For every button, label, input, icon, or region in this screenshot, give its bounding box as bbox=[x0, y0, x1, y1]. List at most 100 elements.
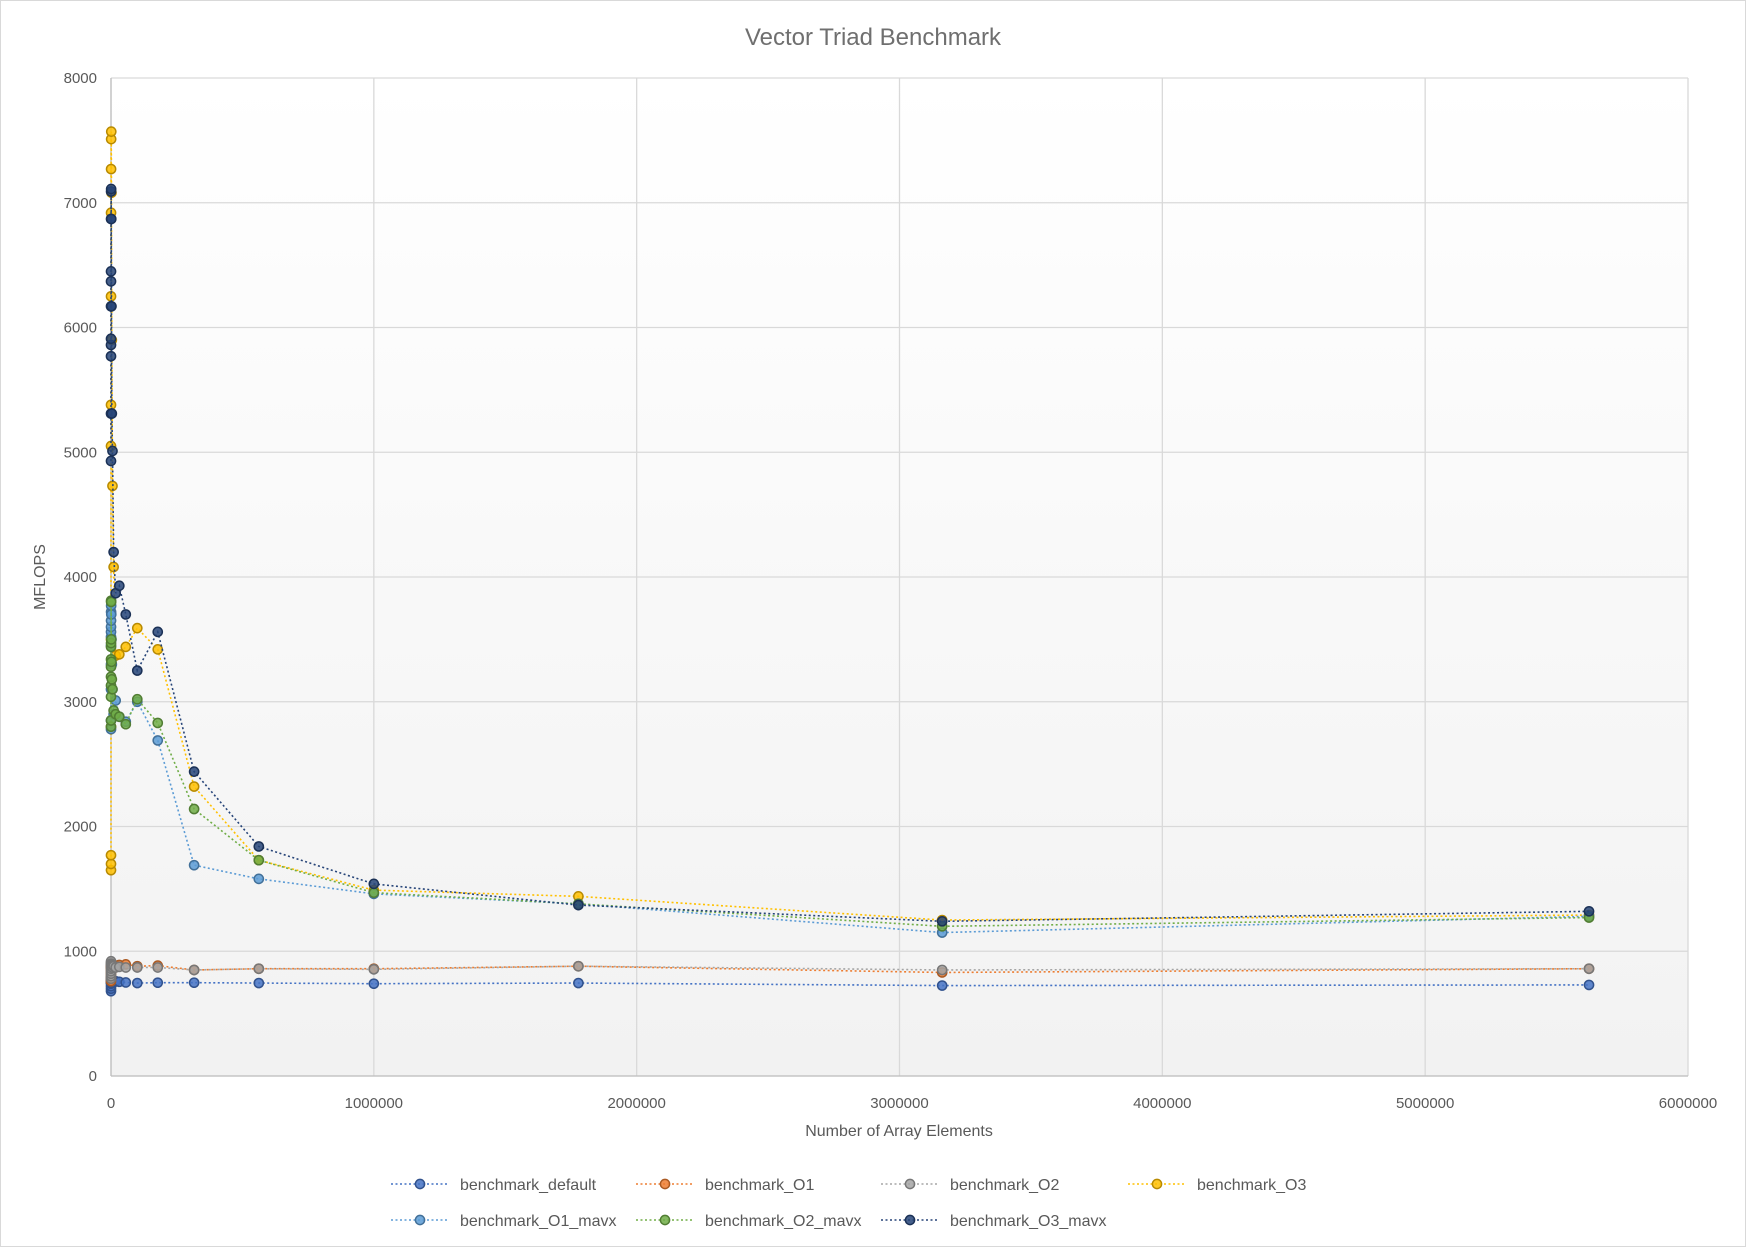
legend-label: benchmark_O3 bbox=[1197, 1177, 1306, 1194]
y-axis-label: MFLOPS bbox=[32, 544, 49, 610]
data-point-benchmark-o3-mavx bbox=[188, 766, 200, 777]
y-tick-label: 5000 bbox=[64, 444, 97, 461]
y-tick-label: 0 bbox=[89, 1068, 97, 1085]
data-point-benchmark-o1-mavx bbox=[188, 859, 200, 871]
y-tick-label: 8000 bbox=[64, 70, 97, 87]
legend-label: benchmark_O2 bbox=[950, 1177, 1059, 1194]
data-point-benchmark-o2-mavx bbox=[113, 711, 125, 723]
data-point-benchmark-o2 bbox=[573, 960, 584, 972]
legend-marker bbox=[904, 1214, 916, 1226]
data-point-benchmark-o2-mavx bbox=[152, 717, 164, 729]
data-point-benchmark-o3-mavx bbox=[105, 350, 117, 362]
chart-title: Vector Triad Benchmark bbox=[745, 24, 1002, 51]
data-point-benchmark-o3 bbox=[105, 126, 117, 137]
data-point-benchmark-o3-mavx bbox=[106, 300, 117, 312]
y-tick-label: 6000 bbox=[64, 320, 97, 337]
data-point-benchmark-o3 bbox=[120, 641, 132, 653]
legend-item-benchmark-default[interactable]: benchmark_default bbox=[391, 1177, 597, 1194]
data-point-benchmark-o3-mavx bbox=[368, 878, 380, 890]
data-point-benchmark-o2 bbox=[131, 962, 143, 973]
data-point-benchmark-o3 bbox=[105, 858, 117, 870]
legend-item-benchmark-o2[interactable]: benchmark_O2 bbox=[881, 1177, 1059, 1194]
data-point-benchmark-o2-mavx bbox=[188, 803, 200, 815]
x-tick-label: 1000000 bbox=[345, 1095, 403, 1112]
data-point-benchmark-o3-mavx bbox=[106, 408, 118, 419]
x-tick-label: 3000000 bbox=[870, 1095, 928, 1112]
data-point-benchmark-default bbox=[1583, 979, 1595, 991]
legend-marker bbox=[904, 1178, 916, 1190]
data-point-benchmark-o2-mavx bbox=[107, 683, 118, 695]
legend-item-benchmark-o1-mavx[interactable]: benchmark_O1_mavx bbox=[391, 1213, 617, 1230]
data-point-benchmark-o2-mavx bbox=[253, 854, 265, 866]
data-point-benchmark-o3-mavx bbox=[105, 266, 117, 277]
data-point-benchmark-o3-mavx bbox=[107, 445, 118, 457]
data-point-benchmark-o3-mavx bbox=[105, 213, 117, 225]
legend-marker bbox=[1151, 1178, 1163, 1190]
data-point-benchmark-o2 bbox=[188, 964, 200, 976]
legend-item-benchmark-o3-mavx[interactable]: benchmark_O3_mavx bbox=[881, 1213, 1107, 1230]
x-tick-label: 5000000 bbox=[1396, 1095, 1454, 1112]
y-tick-label: 1000 bbox=[64, 943, 97, 960]
data-point-benchmark-o3-mavx bbox=[120, 609, 132, 620]
legend-marker bbox=[414, 1178, 426, 1190]
y-tick-label: 3000 bbox=[64, 694, 97, 711]
data-point-benchmark-o3 bbox=[113, 648, 125, 660]
data-point-benchmark-o3-mavx bbox=[105, 455, 117, 467]
x-tick-label: 0 bbox=[107, 1095, 115, 1112]
data-point-benchmark-o3-mavx bbox=[105, 275, 117, 287]
legend-item-benchmark-o3[interactable]: benchmark_O3 bbox=[1128, 1177, 1306, 1194]
series-layer bbox=[105, 126, 1595, 997]
data-point-benchmark-default bbox=[188, 977, 200, 989]
data-point-benchmark-o1-mavx bbox=[253, 873, 265, 885]
y-tick-label: 7000 bbox=[64, 195, 97, 212]
data-point-benchmark-o3-mavx bbox=[108, 546, 119, 558]
data-point-benchmark-default bbox=[120, 977, 132, 988]
legend-label: benchmark_default bbox=[460, 1177, 597, 1194]
legend-item-benchmark-o2-mavx[interactable]: benchmark_O2_mavx bbox=[636, 1213, 862, 1230]
data-point-benchmark-o3-mavx bbox=[131, 665, 143, 676]
data-point-benchmark-o2-mavx bbox=[106, 673, 118, 685]
data-point-benchmark-o3 bbox=[105, 163, 117, 175]
legend-marker bbox=[659, 1178, 671, 1190]
data-point-benchmark-o2 bbox=[152, 962, 164, 973]
data-point-benchmark-o2-mavx bbox=[105, 596, 117, 608]
data-point-benchmark-o1-mavx bbox=[152, 735, 164, 746]
data-point-benchmark-o3-mavx bbox=[1583, 905, 1595, 917]
data-point-benchmark-o3-mavx bbox=[105, 333, 117, 345]
data-point-benchmark-o2 bbox=[253, 963, 265, 975]
data-point-benchmark-o2 bbox=[368, 963, 380, 975]
legend-marker bbox=[659, 1214, 671, 1226]
data-point-benchmark-o2 bbox=[120, 962, 132, 973]
series-benchmark-o2-mavx bbox=[105, 595, 1595, 932]
legend-item-benchmark-o1[interactable]: benchmark_O1 bbox=[636, 1177, 814, 1194]
data-point-benchmark-o3-mavx bbox=[152, 626, 164, 638]
data-point-benchmark-o2-mavx bbox=[131, 693, 143, 705]
legend-marker bbox=[414, 1214, 426, 1226]
data-point-benchmark-default bbox=[936, 980, 948, 991]
legend-label: benchmark_O1_mavx bbox=[460, 1213, 617, 1230]
series-benchmark-o2 bbox=[105, 955, 1595, 985]
y-tick-label: 4000 bbox=[64, 569, 97, 586]
data-point-benchmark-o3-mavx bbox=[105, 183, 117, 195]
data-point-benchmark-o2-mavx bbox=[368, 887, 380, 898]
legend-label: benchmark_O1 bbox=[705, 1177, 814, 1194]
data-point-benchmark-o2-mavx bbox=[105, 634, 117, 645]
data-point-benchmark-o3-mavx bbox=[113, 580, 125, 592]
data-point-benchmark-o3 bbox=[188, 781, 200, 792]
x-tick-label: 6000000 bbox=[1659, 1095, 1717, 1112]
data-point-benchmark-default bbox=[368, 978, 380, 990]
data-point-benchmark-o2 bbox=[1583, 963, 1595, 975]
data-point-benchmark-o3 bbox=[105, 849, 117, 861]
data-point-benchmark-o3-mavx bbox=[573, 899, 584, 911]
y-tick-label: 2000 bbox=[64, 819, 97, 836]
data-point-benchmark-default bbox=[152, 977, 164, 989]
data-point-benchmark-default bbox=[573, 977, 584, 989]
legend: benchmark_default benchmark_O1 benchmark_O… bbox=[391, 1177, 1306, 1230]
data-point-benchmark-o2 bbox=[936, 964, 948, 976]
data-point-benchmark-o2-mavx bbox=[120, 718, 132, 730]
data-point-benchmark-o2-mavx bbox=[106, 656, 117, 668]
axes: 0 1000 2000 3000 4000 5000 6000 7000 8000 0 100000… bbox=[64, 70, 1718, 1112]
data-point-benchmark-default bbox=[131, 977, 143, 989]
